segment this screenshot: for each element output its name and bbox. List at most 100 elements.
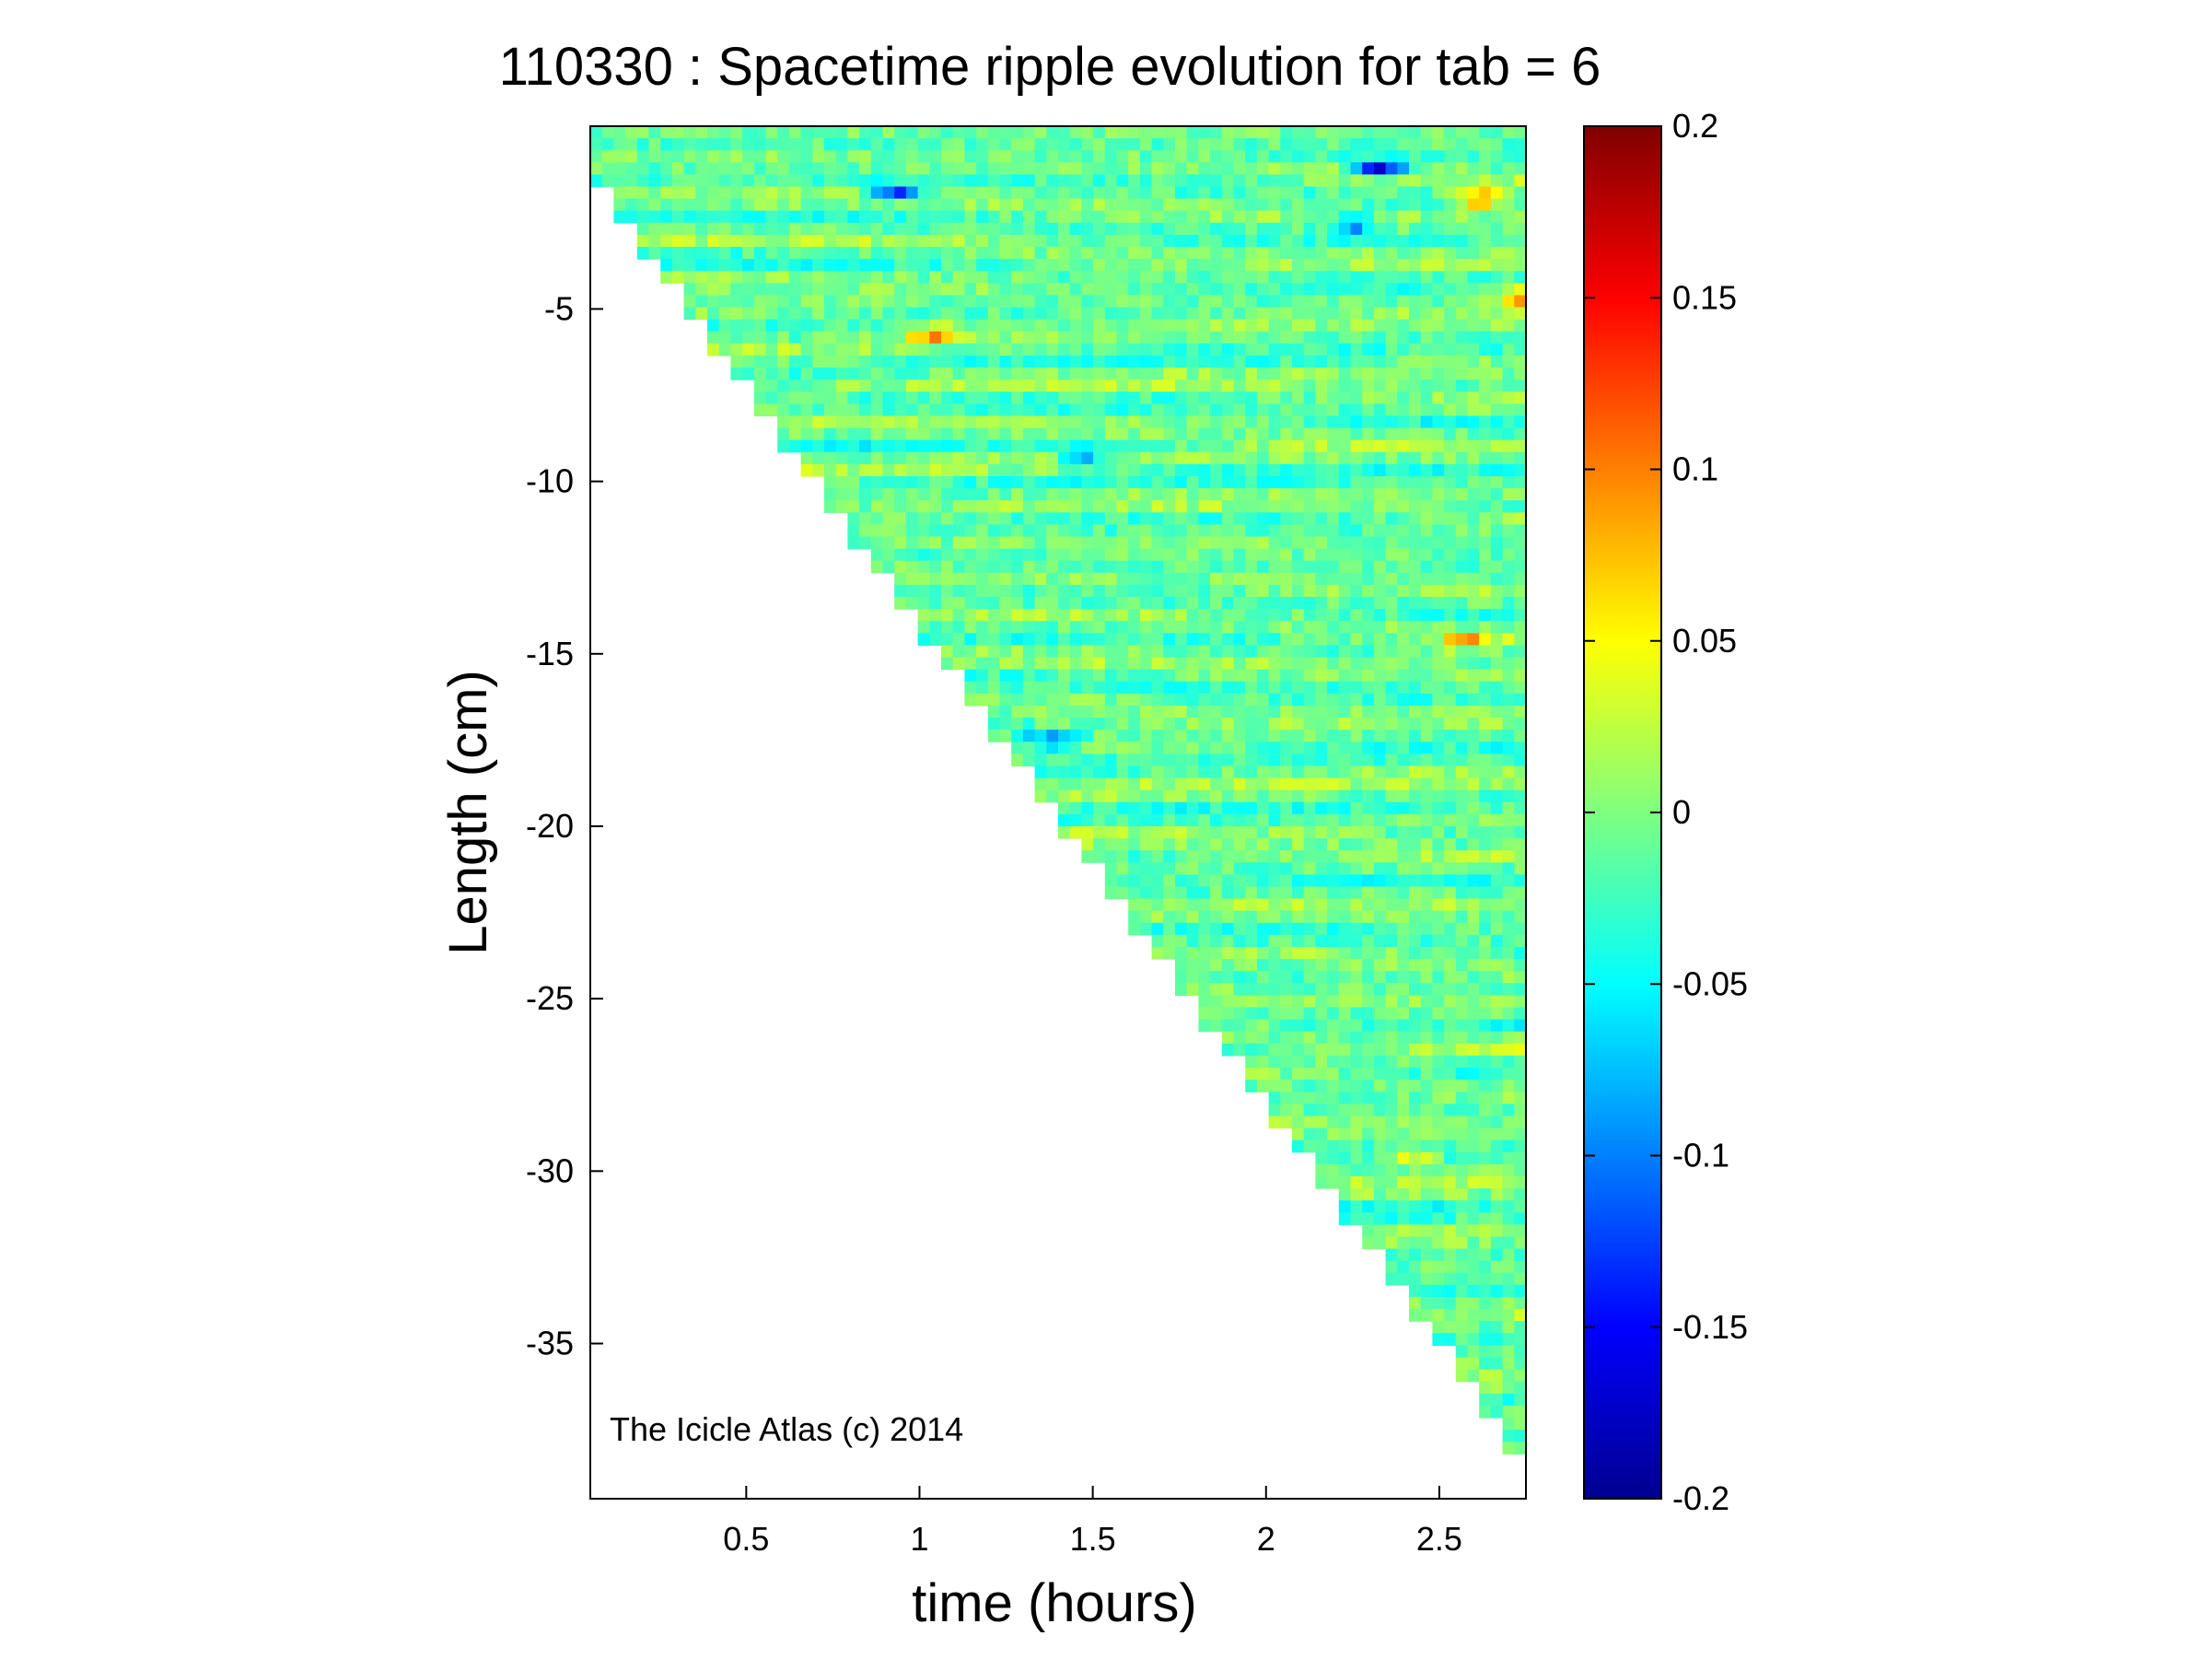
heatmap-cell	[894, 427, 907, 441]
heatmap-cell	[1034, 198, 1047, 212]
heatmap-cell	[859, 355, 872, 368]
heatmap-cell	[1338, 295, 1352, 309]
heatmap-cell	[1327, 198, 1340, 212]
heatmap-cell	[1479, 718, 1492, 730]
heatmap-cell	[1514, 548, 1526, 562]
heatmap-cell	[1175, 427, 1188, 441]
heatmap-cell	[1256, 971, 1270, 984]
heatmap-cell	[847, 198, 860, 212]
heatmap-cell	[1256, 584, 1270, 598]
heatmap-cell	[1420, 874, 1433, 888]
heatmap-cell	[1256, 307, 1270, 321]
heatmap-cell	[1432, 693, 1445, 707]
heatmap-cell	[1186, 862, 1199, 875]
heatmap-cell	[929, 198, 942, 212]
heatmap-cell	[800, 186, 813, 200]
heatmap-cell	[1467, 126, 1480, 139]
heatmap-cell	[1455, 234, 1469, 248]
heatmap-cell	[625, 210, 638, 224]
heatmap-cell	[1420, 524, 1433, 538]
heatmap-cell	[1093, 439, 1106, 453]
heatmap-cell	[1233, 368, 1246, 380]
heatmap-cell	[1338, 234, 1352, 248]
heatmap-cell	[964, 391, 977, 404]
heatmap-cell	[847, 355, 860, 368]
heatmap-cell	[1409, 584, 1422, 598]
heatmap-cell	[1479, 1007, 1492, 1021]
heatmap-cell	[1175, 186, 1188, 200]
heatmap-cell	[1221, 488, 1235, 501]
heatmap-cell	[1479, 138, 1492, 151]
heatmap-cell	[999, 451, 1012, 465]
heatmap-cell	[1420, 959, 1433, 972]
heatmap-cell	[1502, 1080, 1515, 1092]
heatmap-cell	[1163, 947, 1176, 960]
heatmap-cell	[952, 597, 965, 610]
heatmap-cell	[1256, 813, 1270, 827]
heatmap-cell	[1303, 730, 1316, 742]
heatmap-cell	[1338, 126, 1352, 139]
heatmap-cell	[1175, 174, 1188, 188]
heatmap-cell	[1373, 259, 1387, 272]
heatmap-cell	[1385, 584, 1398, 598]
heatmap-cell	[1280, 1068, 1293, 1081]
heatmap-cell	[1280, 959, 1293, 972]
heatmap-cell	[1479, 1163, 1492, 1177]
heatmap-cell	[1420, 801, 1433, 815]
heatmap-cell	[777, 427, 790, 441]
heatmap-cell	[1444, 355, 1457, 368]
heatmap-cell	[1034, 331, 1047, 345]
heatmap-cell	[1327, 524, 1340, 538]
heatmap-cell	[999, 669, 1012, 683]
heatmap-cell	[1455, 1224, 1469, 1238]
heatmap-cell	[1373, 1139, 1387, 1153]
heatmap-cell	[1256, 922, 1270, 936]
heatmap-cell	[941, 283, 954, 297]
heatmap-cell	[1163, 765, 1176, 779]
heatmap-cell	[1455, 1284, 1469, 1298]
heatmap-cell	[1327, 874, 1340, 888]
heatmap-cell	[1069, 718, 1082, 730]
heatmap-cell	[1198, 765, 1211, 779]
heatmap-cell	[800, 150, 813, 163]
heatmap-cell	[1292, 693, 1305, 707]
heatmap-cell	[1175, 138, 1188, 151]
heatmap-cell	[1479, 536, 1492, 550]
heatmap-cell	[1198, 162, 1211, 176]
heatmap-cell	[1245, 705, 1258, 719]
heatmap-cell	[1069, 669, 1082, 683]
heatmap-cell	[1420, 174, 1433, 188]
heatmap-cell	[1175, 234, 1188, 248]
heatmap-cell	[1338, 621, 1352, 634]
heatmap-cell	[1256, 488, 1270, 501]
heatmap-cell	[917, 524, 930, 538]
heatmap-cell	[1467, 669, 1480, 683]
heatmap-cell	[1292, 765, 1305, 779]
heatmap-cell	[1455, 283, 1469, 297]
heatmap-cell	[1315, 150, 1328, 163]
heatmap-cell	[1467, 512, 1480, 525]
heatmap-cell	[1139, 850, 1153, 863]
heatmap-cell	[1514, 705, 1526, 719]
heatmap-cell	[941, 415, 954, 429]
heatmap-cell	[1186, 234, 1199, 248]
heatmap-cell	[1069, 295, 1082, 309]
heatmap-cell	[1490, 524, 1504, 538]
heatmap-cell	[1479, 789, 1492, 803]
heatmap-cell	[1046, 271, 1059, 284]
heatmap-cell	[1256, 862, 1270, 875]
heatmap-cell	[1292, 451, 1305, 465]
heatmap-cell	[1104, 789, 1118, 803]
heatmap-cell	[905, 150, 919, 163]
heatmap-cell	[742, 150, 755, 163]
heatmap-cell	[824, 186, 837, 200]
heatmap-cell	[753, 355, 767, 368]
heatmap-cell	[929, 247, 942, 260]
heatmap-cell	[1175, 862, 1188, 875]
heatmap-cell	[1022, 186, 1036, 200]
heatmap-cell	[1303, 138, 1316, 151]
heatmap-cell	[1151, 234, 1164, 248]
heatmap-cell	[1315, 1031, 1328, 1045]
heatmap-cell	[1327, 126, 1340, 139]
heatmap-cell	[1034, 512, 1047, 525]
